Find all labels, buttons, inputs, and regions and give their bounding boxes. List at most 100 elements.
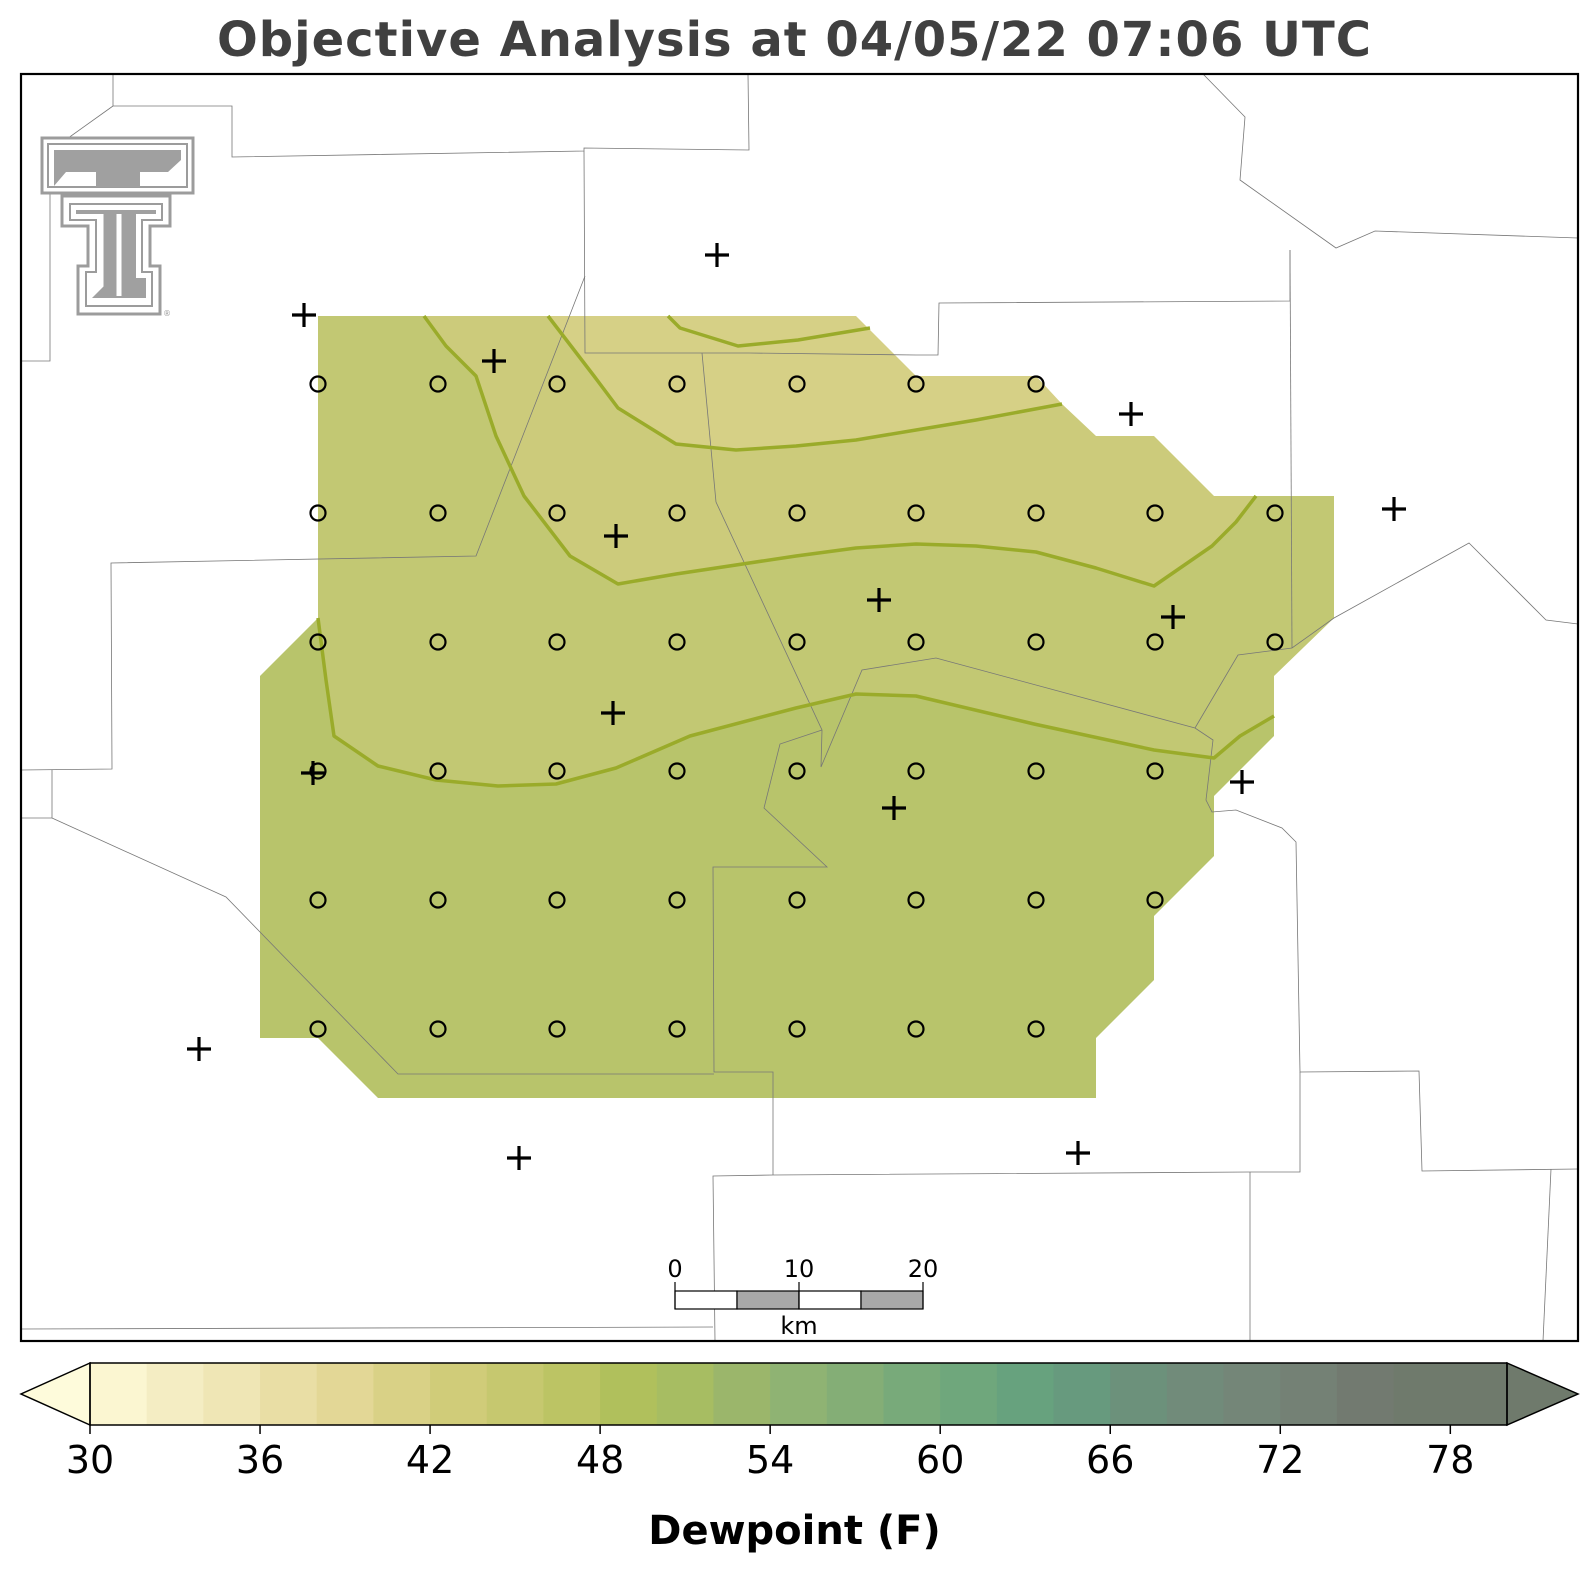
grid-point-circle-icon [668,762,686,780]
colorbar-cell [883,1363,941,1425]
scale-segment [798,1290,862,1310]
grid-point-circle-icon [1027,891,1045,909]
grid-point-circle-icon [907,891,925,909]
grid-point-circle-icon [668,504,686,522]
map-title: Objective Analysis at 04/05/22 07:06 UTC [217,12,1372,68]
grid-point-circle-icon [548,633,566,651]
colorbar-tick-label: 54 [746,1438,794,1482]
grid-point-circle-icon [1027,504,1045,522]
grid-point-circle-icon [788,375,806,393]
grid-point-circle-icon [788,891,806,909]
colorbar-tick-label: 78 [1426,1438,1474,1482]
dewpoint-50-52-region [260,618,1274,1098]
colorbar-cell [996,1363,1055,1425]
scale-label-10: 10 [784,1255,815,1283]
grid-point-circle-icon [1027,1020,1045,1038]
grid-point-circle-icon [788,1020,806,1038]
scale-unit: km [780,1312,817,1340]
colorbar-cell [316,1363,374,1425]
grid-point-circle-icon [907,375,925,393]
station-markers [187,243,1406,1170]
grid-point-circle-icon [668,1020,686,1038]
grid-point-circle-icon [1146,633,1164,651]
grid-point-circle-icon [668,891,686,909]
grid-point-circle-icon [907,762,925,780]
colorbar-tick-label: 48 [576,1438,624,1482]
colorbar-cell [543,1363,601,1425]
colorbar-cell [1393,1363,1451,1425]
colorbar-tick-label: 72 [1256,1438,1304,1482]
grid-point-circle-icon [1027,633,1045,651]
grid-point-circle-icon [668,633,686,651]
colorbar-cell [600,1363,658,1425]
colorbar-tick-label: 36 [236,1438,284,1482]
dewpoint-48-50-region [318,316,1334,786]
scale-segment [860,1290,924,1310]
contour-line-50 [316,617,1275,788]
county-boundaries [21,74,1578,1341]
station-plus-icon [601,701,625,725]
grid-point-circle-icon [548,375,566,393]
colorbar-tick-label: 60 [916,1438,964,1482]
station-plus-icon [507,1146,531,1170]
colorbar-cell [826,1363,885,1425]
contour-line-48 [422,314,1258,588]
grid-point-circle-icon [429,375,447,393]
grid-point-circle-icon [1027,375,1045,393]
contour-lines [316,314,1275,788]
station-plus-icon [301,761,325,785]
texas-tech-double-t-logo-icon: ® [40,136,195,318]
dewpoint-46-48-region [424,316,1256,586]
map-frame [19,72,1580,1343]
colorbar-cell [146,1363,204,1425]
grid-point-circle-icon [309,1020,327,1038]
colorbar-cell [770,1363,828,1425]
grid-point-circle-icon [1146,891,1164,909]
colorbar-min-arrow [19,1361,91,1427]
scale-bar: 0 10 20 km [667,1255,938,1340]
grid-point-circle-icon [429,762,447,780]
grid-point-circle-icon [429,891,447,909]
colorbar-tick-label: 30 [66,1438,114,1482]
grid-point-circle-icon [429,504,447,522]
grid-point-circle-icon [429,1020,447,1038]
contour-line-44 [666,314,871,348]
colorbar-cell [656,1363,715,1425]
station-plus-icon [1119,402,1143,426]
svg-text:®: ® [163,309,171,318]
grid-point-circle-icon [788,504,806,522]
grid-point-circle-icon [1266,504,1284,522]
colorbar-cell [1450,1363,1508,1425]
colorbar-cell [260,1363,318,1425]
station-plus-icon [1382,497,1406,521]
colorbar: 30 36 42 48 54 60 66 72 78 [19,1361,1580,1482]
grid-point-circle-icon [309,633,327,651]
grid-point-circle-icon [309,375,327,393]
grid-point-circle-icon [788,762,806,780]
grid-point-circle-icon [309,762,327,780]
colorbar-cell [1336,1363,1395,1425]
station-plus-icon [867,588,891,612]
colorbar-cell [713,1363,771,1425]
grid-point-circle-icon [548,762,566,780]
station-plus-icon [705,243,729,267]
colorbar-cell [373,1363,431,1425]
colorbar-tick-label: 42 [406,1438,454,1482]
station-plus-icon [882,796,906,820]
analysis-fill-layer [260,316,1334,1098]
grid-point-circle-icon [1027,762,1045,780]
grid-point-circle-icon [309,504,327,522]
station-plus-icon [187,1037,211,1061]
grid-point-circle-icon [1266,633,1284,651]
grid-point-circle-icon [429,633,447,651]
scale-label-0: 0 [667,1255,682,1283]
grid-point-circle-icon [548,504,566,522]
colorbar-cell [90,1363,148,1425]
grid-point-circle-icon [668,375,686,393]
station-plus-icon [1161,605,1185,629]
grid-point-circle-icon [1146,762,1164,780]
station-plus-icon [604,524,628,548]
grid-point-circle-icon [548,891,566,909]
colorbar-tick-label: 66 [1086,1438,1134,1482]
